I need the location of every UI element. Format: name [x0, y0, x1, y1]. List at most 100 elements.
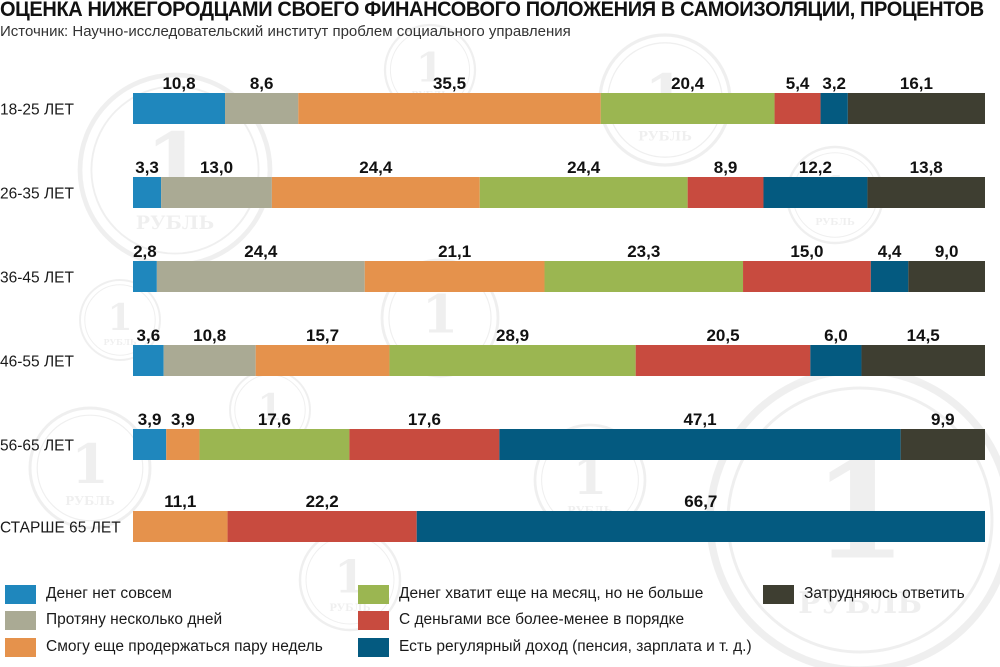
legend-item: Есть регулярный доход (пенсия, зарплата … [358, 636, 752, 658]
data-label: 14,5 [907, 326, 940, 345]
legend-label: Есть регулярный доход (пенсия, зарплата … [399, 638, 752, 655]
legend-label: Протяну несколько дней [46, 611, 223, 628]
bar-segment [861, 345, 985, 376]
bar-segment [908, 261, 985, 292]
data-label: 4,4 [878, 242, 902, 261]
data-label: 23,3 [627, 242, 660, 261]
chart-subtitle: Источник: Научно-исследовательский инсти… [0, 23, 571, 40]
chart-title: ОЦЕНКА НИЖЕГОРОДЦАМИ СВОЕГО ФИНАНСОВОГО … [0, 0, 984, 21]
bar-segment [847, 93, 985, 124]
category-label: 46-55 ЛЕТ [0, 354, 74, 371]
bar-segment [133, 93, 226, 124]
bar-segment [298, 93, 601, 124]
data-label: 3,9 [138, 410, 162, 429]
bar-segment [870, 261, 909, 292]
category-label: 56-65 ЛЕТ [0, 438, 74, 455]
data-label: 24,4 [359, 158, 393, 177]
legend-label: Смогу еще продержаться пару недель [46, 638, 323, 655]
category-label: 36-45 ЛЕТ [0, 270, 74, 287]
bar-segment [166, 429, 200, 460]
data-label: 47,1 [683, 410, 716, 429]
data-label: 2,8 [133, 242, 157, 261]
data-label: 24,4 [244, 242, 278, 261]
legend-label: С деньгами все более-менее в порядке [399, 611, 685, 628]
bar-segment [133, 261, 157, 292]
legend-label: Денег хватит еще на месяц, но не больше [399, 585, 704, 602]
bar-segment [364, 261, 545, 292]
data-label: 9,0 [935, 242, 959, 261]
data-label: 13,8 [910, 158, 943, 177]
legend-swatch [358, 584, 389, 604]
category-label: 18-25 ЛЕТ [0, 102, 74, 119]
bar-segment [544, 261, 744, 292]
bar-segment [227, 511, 417, 542]
bar-segment [163, 345, 256, 376]
bar-segment [416, 511, 985, 542]
bar-segment [810, 345, 862, 376]
legend-item: С деньгами все более-менее в порядке [358, 609, 684, 631]
bar-segment [349, 429, 500, 460]
bar-segment [133, 177, 162, 208]
legend-label: Затрудняюсь ответить [804, 585, 965, 602]
legend-swatch [358, 637, 389, 657]
data-label: 9,9 [931, 410, 955, 429]
stacked-bar-chart: 18-25 ЛЕТ 10,8 8,6 35,5 20,4 5,4 3,2 16,1 26-35 … [0, 74, 985, 542]
bar-segment [255, 345, 390, 376]
bar-segment [156, 261, 365, 292]
bar-segment [479, 177, 688, 208]
data-label: 17,6 [258, 410, 291, 429]
svg-text:РУБЛЬ: РУБЛЬ [798, 586, 922, 621]
legend-item: Денег нет совсем [5, 583, 172, 605]
svg-text:1: 1 [416, 43, 444, 91]
legend-swatch [763, 584, 794, 604]
data-label: 16,1 [900, 74, 933, 93]
svg-text:РУБЛЬ: РУБЛЬ [103, 337, 136, 347]
legend-label: Денег нет совсем [46, 585, 172, 602]
svg-text:РУБЛЬ: РУБЛЬ [815, 217, 855, 228]
data-label: 15,0 [790, 242, 823, 261]
data-label: 10,8 [162, 74, 195, 93]
bar-segment [499, 429, 901, 460]
data-label: 24,4 [567, 158, 601, 177]
svg-text:1: 1 [422, 285, 458, 346]
data-label: 35,5 [433, 74, 466, 93]
legend-item: Смогу еще продержаться пару недель [5, 636, 323, 658]
data-label: 12,2 [799, 158, 832, 177]
legend-swatch [5, 637, 36, 657]
category-label: 26-35 ЛЕТ [0, 186, 74, 203]
svg-text:1: 1 [107, 297, 132, 339]
data-label: 8,6 [250, 74, 274, 93]
data-label: 66,7 [684, 492, 717, 511]
bar-segment [133, 429, 167, 460]
bar-segment [900, 429, 985, 460]
bar-segment [635, 345, 811, 376]
bar-segment [133, 511, 228, 542]
legend-item: Денег хватит еще на месяц, но не больше [358, 583, 703, 605]
bar-segment [271, 177, 480, 208]
data-label: 15,7 [306, 326, 339, 345]
bar-segment [389, 345, 636, 376]
data-label: 3,9 [171, 410, 195, 429]
bar-segment [600, 93, 775, 124]
data-label: 28,9 [496, 326, 529, 345]
svg-text:РУБЛЬ: РУБЛЬ [329, 603, 370, 614]
data-label: 3,6 [137, 326, 161, 345]
data-label: 21,1 [438, 242, 471, 261]
category-label: СТАРШЕ 65 ЛЕТ [0, 520, 121, 537]
bar-segment [161, 177, 272, 208]
legend-item: Затрудняюсь ответить [763, 583, 965, 605]
bar-segment [225, 93, 299, 124]
data-label: 17,6 [408, 410, 441, 429]
data-label: 22,2 [306, 492, 339, 511]
bar-segment [687, 177, 764, 208]
data-label: 20,5 [706, 326, 739, 345]
legend-swatch [5, 610, 36, 630]
legend-swatch [358, 610, 389, 630]
bar-segment [133, 345, 164, 376]
svg-text:1: 1 [257, 387, 282, 429]
data-label: 3,3 [135, 158, 159, 177]
svg-text:РУБЛЬ: РУБЛЬ [638, 129, 692, 144]
svg-text:РУБЛЬ: РУБЛЬ [65, 494, 115, 508]
